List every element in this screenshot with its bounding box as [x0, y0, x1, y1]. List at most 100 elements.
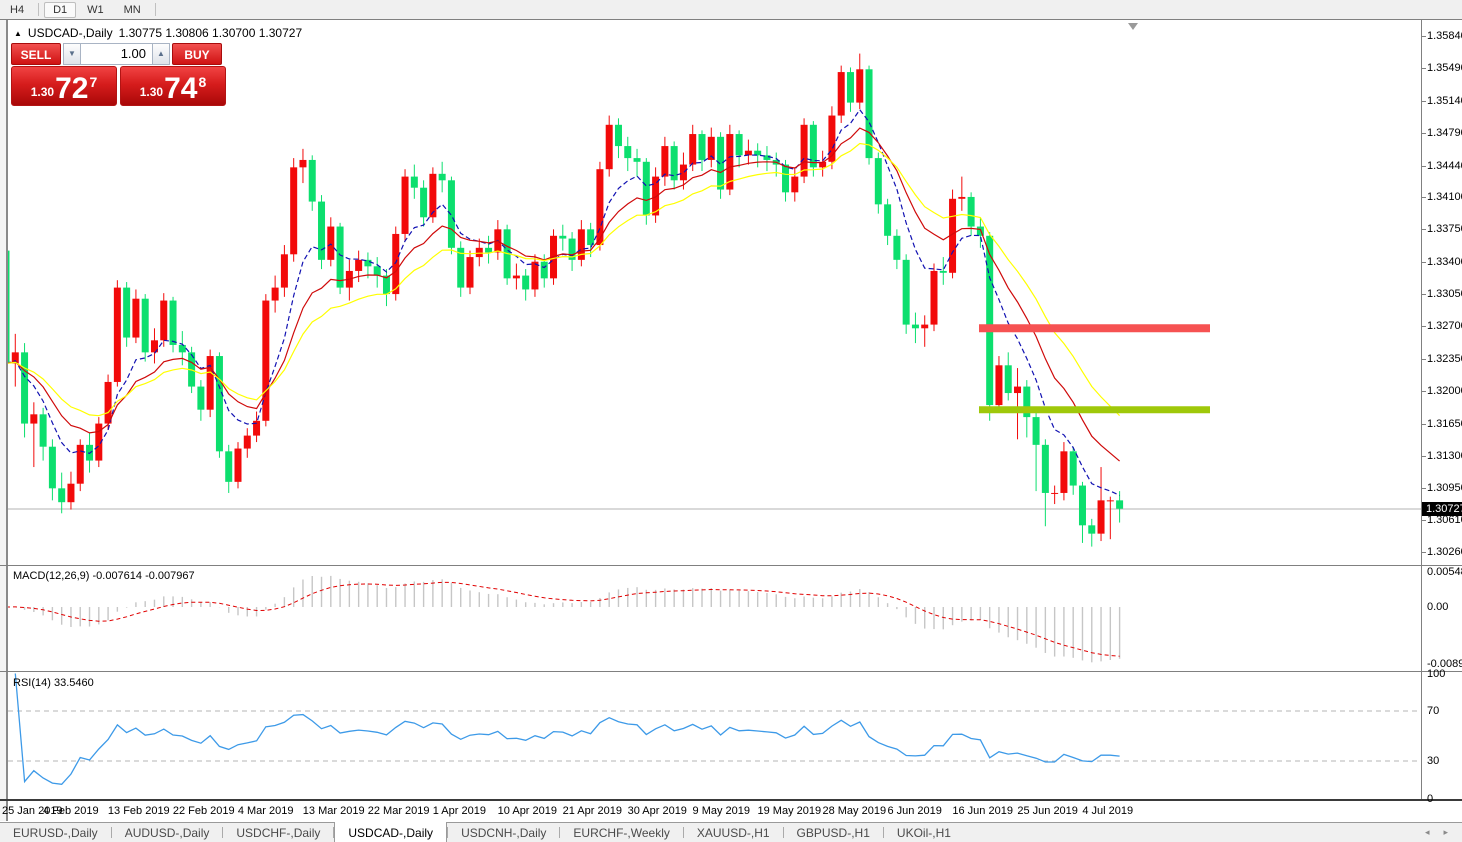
- date-axis-divider: [0, 799, 1462, 801]
- candle-body: [253, 420, 261, 436]
- candle-body: [438, 173, 446, 181]
- chart-tab-usdcad[interactable]: USDCAD-,Daily: [334, 822, 448, 842]
- tab-scroll-left-icon[interactable]: ◂: [1424, 827, 1430, 837]
- tab-separator: [333, 827, 335, 838]
- candle-body: [206, 356, 214, 410]
- candle-body: [67, 483, 75, 503]
- volume-decrease-button[interactable]: ▼: [63, 43, 81, 65]
- ask-price-display[interactable]: 1.30 74 8: [120, 66, 226, 106]
- timeframe-button-d1[interactable]: D1: [44, 1, 77, 18]
- candle-body: [475, 247, 483, 258]
- timeframe-button-h4[interactable]: H4: [10, 3, 25, 16]
- tab-separator: [447, 827, 449, 838]
- candle-body: [1032, 417, 1040, 445]
- candle-body: [308, 159, 316, 202]
- candle-body: [856, 69, 864, 103]
- tab-scroll-arrows: ◂ ▸: [1425, 823, 1462, 842]
- rsi-panel-divider[interactable]: [0, 671, 1462, 672]
- price-axis-tick: [1422, 455, 1426, 457]
- candle-body: [782, 164, 790, 193]
- rsi-label: RSI(14) 33.5460: [13, 677, 94, 689]
- candle-body: [299, 159, 307, 168]
- candle-body: [707, 136, 715, 160]
- tab-scroll-right-icon[interactable]: ▸: [1443, 827, 1448, 837]
- price-axis-tick: [1422, 165, 1426, 167]
- price-axis-label: 1.32700: [1427, 320, 1462, 333]
- candle-body: [336, 226, 344, 288]
- candle-body: [373, 266, 381, 276]
- chart-tab-audusd[interactable]: AUDUSD-,Daily: [124, 826, 210, 840]
- chart-tab-eurchf[interactable]: EURCHF-,Weekly: [573, 826, 670, 840]
- chart-shift-marker-icon[interactable]: [1128, 23, 1138, 30]
- candle-body: [243, 435, 251, 449]
- candle-body: [123, 287, 131, 338]
- candle-body: [76, 444, 84, 484]
- candle-body: [559, 235, 567, 239]
- candle-body: [967, 196, 975, 227]
- candle-body: [234, 448, 242, 482]
- chart-tab-xauusd[interactable]: XAUUSD-,H1: [696, 826, 770, 840]
- rsi-axis-label: 70: [1427, 705, 1440, 717]
- candle-body: [735, 134, 743, 156]
- date-axis-label: 21 Apr 2019: [562, 805, 622, 817]
- candle-body: [150, 340, 158, 353]
- date-axis-label: 10 Apr 2019: [497, 805, 558, 817]
- chart-tab-ukoil[interactable]: UKOil-,H1: [896, 826, 951, 840]
- date-axis-label: 25 Jun 2019: [1017, 805, 1078, 817]
- candle-body: [976, 226, 984, 236]
- sell-button[interactable]: SELL: [11, 43, 61, 65]
- macd-signal-line: [8, 581, 1120, 657]
- candle-body: [271, 287, 279, 301]
- buy-button[interactable]: BUY: [172, 43, 222, 65]
- candle-body: [874, 158, 882, 205]
- macd-panel-divider[interactable]: [0, 565, 1462, 566]
- candle-body: [420, 187, 428, 218]
- candle-body: [893, 235, 901, 260]
- timeframe-button-w1[interactable]: W1: [87, 3, 104, 16]
- price-axis-label: 1.32000: [1427, 385, 1462, 398]
- candle-body: [995, 365, 1003, 406]
- candle-body: [280, 254, 288, 288]
- candle-body: [642, 161, 650, 216]
- rsi-axis-label: 30: [1427, 755, 1440, 767]
- price-axis-tick: [1422, 68, 1426, 70]
- price-axis-label: 1.34440: [1427, 159, 1462, 172]
- candle-body: [1014, 386, 1022, 394]
- candle-body: [21, 352, 29, 424]
- volume-increase-button[interactable]: ▲: [152, 43, 170, 65]
- volume-input[interactable]: 1.00: [81, 43, 152, 65]
- candle-body: [828, 115, 836, 162]
- price-axis-tick: [1422, 294, 1426, 296]
- moving-average-13: [8, 127, 1120, 462]
- candle-body: [1023, 386, 1031, 418]
- candle-body: [48, 446, 56, 489]
- chart-tab-usdcnh[interactable]: USDCNH-,Daily: [461, 826, 547, 840]
- candle-body: [197, 386, 205, 410]
- candle-body: [1004, 365, 1012, 394]
- price-axis-label: 1.35140: [1427, 94, 1462, 107]
- candle-body: [1088, 525, 1096, 534]
- candle-body: [837, 72, 845, 116]
- chart-tab-usdchf[interactable]: USDCHF-,Daily: [236, 826, 321, 840]
- bid-price-display[interactable]: 1.30 72 7: [11, 66, 117, 106]
- price-axis-tick: [1422, 36, 1426, 37]
- date-axis-label: 16 Jun 2019: [952, 805, 1013, 817]
- candle-body: [410, 176, 418, 188]
- candle-body: [763, 155, 771, 160]
- candle-body: [1041, 444, 1049, 493]
- chart-tab-gbpusd[interactable]: GBPUSD-,H1: [796, 826, 870, 840]
- tab-separator: [682, 827, 684, 838]
- timeframe-toolbar: H4 D1 W1 MN: [0, 0, 1462, 19]
- bid-big-digits: 72: [55, 72, 89, 105]
- timeframe-button-mn[interactable]: MN: [123, 3, 141, 16]
- chart-tab-eurusd[interactable]: EURUSD-,Daily: [13, 826, 98, 840]
- candle-body: [429, 173, 437, 218]
- candle-body: [8, 250, 10, 364]
- collapse-triangle-icon[interactable]: ▲: [14, 28, 22, 38]
- price-axis-tick: [1422, 358, 1426, 360]
- candle-body: [670, 146, 678, 181]
- date-axis-label: 30 Apr 2019: [627, 805, 687, 817]
- candle-body: [679, 164, 687, 181]
